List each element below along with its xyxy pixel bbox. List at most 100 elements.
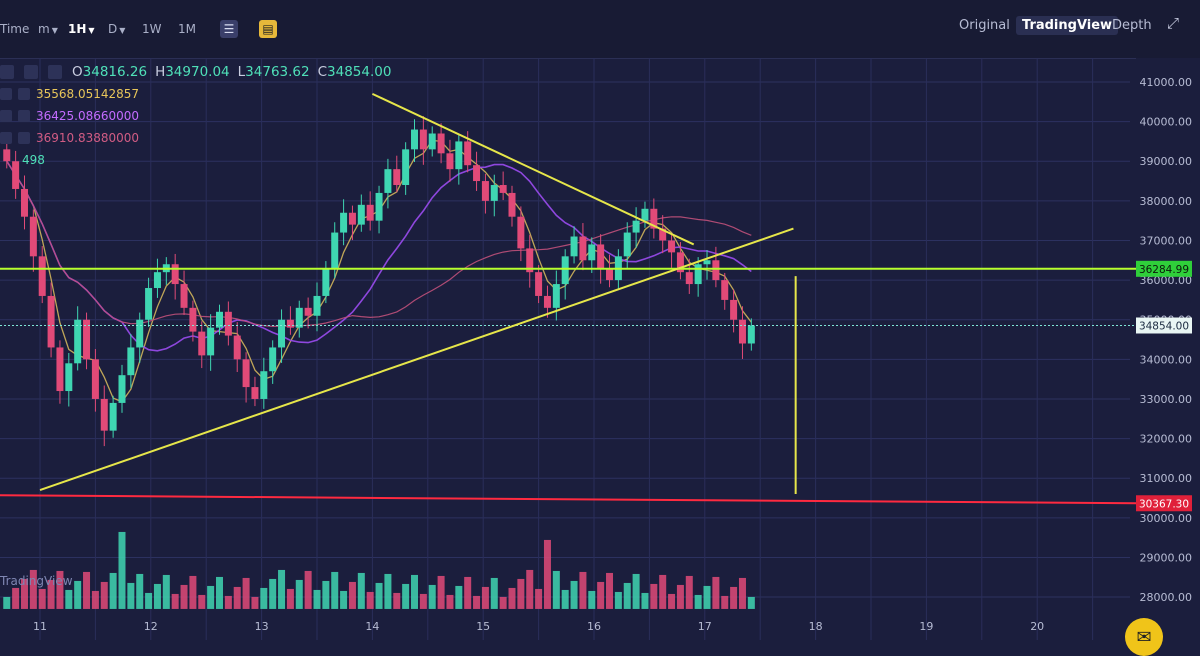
legend-toggle-icon[interactable] [0, 65, 14, 79]
candle-body [481, 181, 489, 201]
volume-bar [331, 571, 339, 609]
ma3-toggle-icon[interactable] [0, 132, 12, 144]
price-tick-label: 32000.00 [1140, 433, 1193, 446]
ma1-value: 35568.05142857 [36, 87, 140, 101]
volume-value: 498 [22, 153, 45, 167]
volume-bar [552, 570, 560, 609]
volume-bar [606, 572, 614, 609]
volume-bar [348, 581, 356, 609]
volume-bar [74, 580, 82, 609]
interval-1h[interactable]: 1H ▼ [68, 22, 95, 36]
candle-body [747, 325, 755, 344]
interval-month[interactable]: 1M [178, 22, 196, 36]
candle-body [588, 244, 596, 261]
candle-body [703, 260, 711, 265]
volume-bar [597, 581, 605, 609]
volume-bar [83, 571, 91, 609]
volume-bar [56, 570, 64, 609]
volume-bar [650, 583, 658, 609]
candle-body [543, 295, 551, 308]
candle-body [20, 188, 28, 217]
candle-body [340, 212, 348, 233]
candle-body [100, 398, 108, 431]
volume-bar [685, 575, 693, 609]
candle-body [455, 141, 463, 170]
volume-legend: 498 [22, 153, 45, 167]
volume-bar [659, 574, 667, 609]
chat-button[interactable]: ✉ [1125, 618, 1163, 656]
price-chart[interactable]: 41000.00 40000.00 39000.00 38000.00 37000.00… [0, 58, 1200, 656]
candle-body [260, 371, 268, 399]
candle-body [269, 347, 277, 372]
volume-bar [579, 571, 587, 609]
view-tradingview[interactable]: TradingView [1016, 16, 1119, 35]
candle-body [198, 331, 206, 356]
volume-bar [20, 578, 28, 609]
price-tick-label: 34000.00 [1140, 353, 1193, 366]
ma3-value: 36910.83880000 [36, 131, 140, 145]
volume-bar [517, 578, 525, 609]
view-depth[interactable]: Depth [1112, 18, 1152, 33]
price-tick-label: 29000.00 [1140, 551, 1193, 564]
notes-icon[interactable]: ▤ [259, 20, 277, 38]
legend-settings-icon[interactable] [24, 65, 38, 79]
interval-day[interactable]: D ▼ [108, 22, 125, 36]
volume-bar [207, 585, 215, 609]
chevron-down-icon: ▼ [119, 26, 126, 35]
candle-body [180, 284, 188, 308]
indicator-settings-icon[interactable]: ☰ [220, 20, 238, 38]
volume-bar [384, 573, 392, 609]
legend-close-icon[interactable] [48, 65, 62, 79]
open-value: 34816.26 [82, 64, 148, 80]
volume-bar [437, 575, 445, 609]
candle-body [464, 141, 472, 166]
candle-body [12, 161, 20, 189]
ma2-legend: 36425.08660000 [0, 109, 139, 123]
volume-bar [145, 592, 153, 609]
ma2-settings-icon[interactable] [18, 110, 30, 122]
volume-bar [198, 594, 206, 609]
view-original[interactable]: Original [959, 18, 1010, 33]
candle-body [561, 256, 569, 285]
ohlc-low: L34763.62 [238, 64, 310, 80]
candle-body [676, 252, 684, 273]
candle-body [526, 248, 534, 273]
candle-body [153, 272, 161, 289]
time-tick-label: 18 [809, 620, 823, 633]
ma1-settings-icon[interactable] [18, 88, 30, 100]
candle-body [278, 319, 286, 348]
price-tick-label: 41000.00 [1140, 76, 1193, 89]
candle-body [384, 169, 392, 193]
candle-body [74, 319, 82, 364]
volume-bar [286, 588, 294, 609]
volume-bar [508, 587, 516, 609]
lower-trendline [39, 227, 794, 492]
ma3-settings-icon[interactable] [18, 132, 30, 144]
ma2-toggle-icon[interactable] [0, 110, 12, 122]
candle-body [366, 204, 374, 221]
price-tick-label: 36000.00 [1140, 274, 1193, 287]
price-tick-label: 31000.00 [1140, 472, 1193, 485]
volume-bar [561, 589, 569, 609]
volume-bar [29, 569, 37, 609]
candle-body [109, 402, 117, 431]
candle-body [685, 272, 693, 285]
interval-week[interactable]: 1W [142, 22, 162, 36]
volume-bar [215, 576, 223, 609]
volume-bar [12, 587, 20, 609]
fullscreen-icon[interactable]: ⤢ [1166, 14, 1179, 32]
chat-icon: ✉ [1136, 626, 1152, 648]
candle-body [331, 232, 339, 269]
volume-bar [703, 585, 711, 609]
volume-bar [464, 576, 472, 609]
candle-body [3, 149, 11, 162]
interval-minutes[interactable]: m ▼ [38, 22, 58, 36]
time-tick-label: 11 [33, 620, 47, 633]
open-label: O [72, 64, 83, 80]
candle-body [473, 165, 481, 182]
volume-bar [366, 591, 374, 609]
candle-body [118, 375, 126, 403]
interval-time[interactable]: Time [0, 22, 30, 36]
candle-body [721, 280, 729, 300]
ma1-toggle-icon[interactable] [0, 88, 12, 100]
